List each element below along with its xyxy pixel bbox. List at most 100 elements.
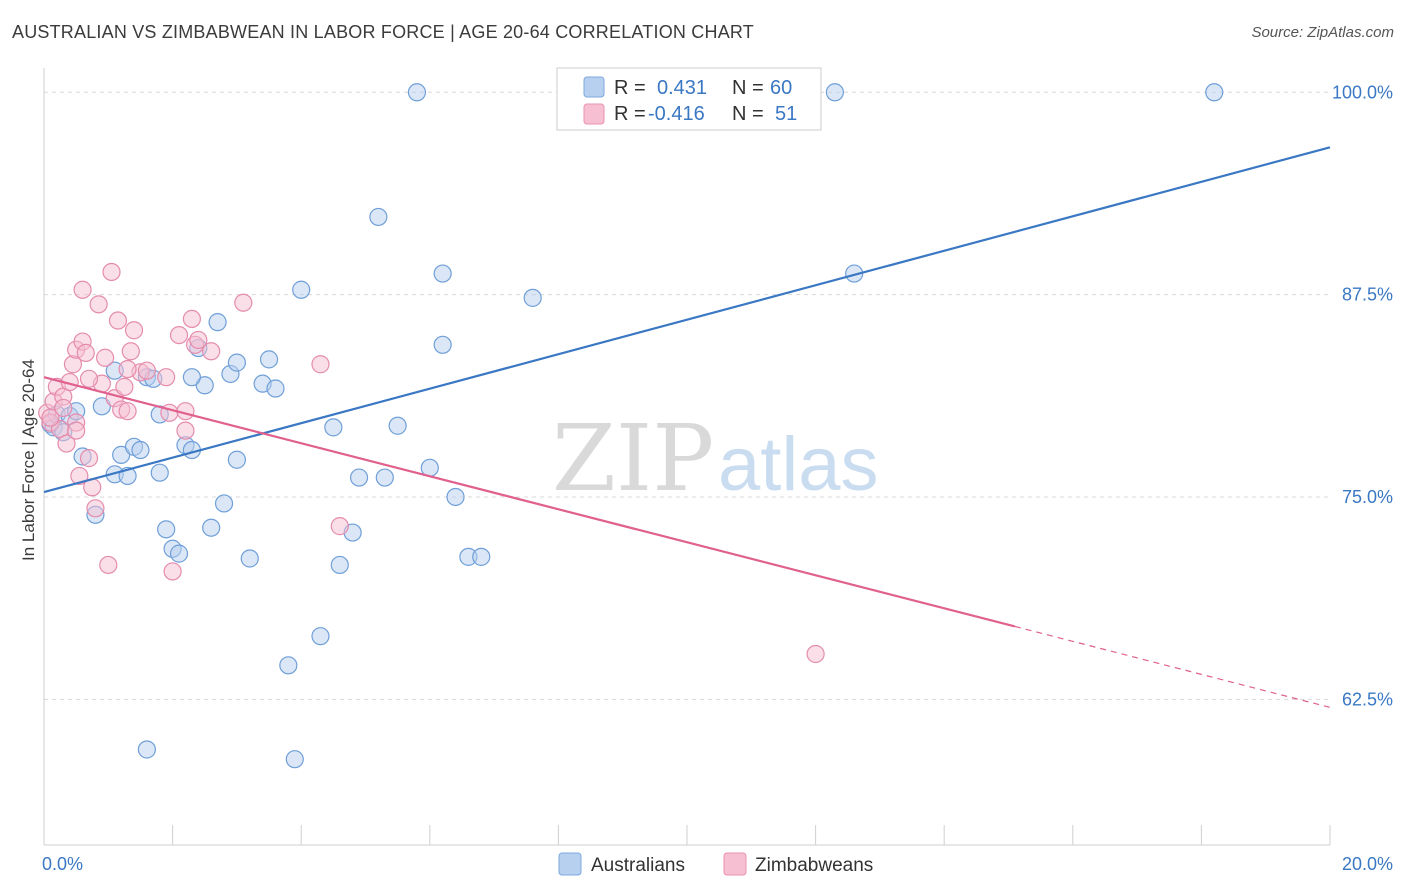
zimbabwean-point bbox=[79, 449, 99, 468]
australian-point bbox=[150, 463, 169, 482]
zimbabwean-point bbox=[124, 321, 144, 340]
australian-point bbox=[157, 520, 176, 539]
australian-point bbox=[131, 440, 150, 460]
zimbabwean-point bbox=[806, 644, 825, 664]
australian-point bbox=[446, 487, 465, 507]
zimbabwean-point bbox=[234, 293, 253, 312]
zimbabwean-point bbox=[54, 398, 73, 418]
bottom-legend-swatch-australians bbox=[558, 852, 582, 876]
australian-point bbox=[369, 207, 388, 227]
zimbabwean-point bbox=[121, 342, 140, 361]
zimbabwean-point bbox=[157, 368, 176, 387]
zimbabwean-point bbox=[176, 421, 195, 440]
australian-point bbox=[227, 353, 246, 372]
australian-point bbox=[433, 264, 452, 283]
x-tick-labels: 0.0% 20.0% bbox=[42, 854, 1393, 874]
zimbabwean-point bbox=[118, 402, 137, 421]
zimbabwean-point bbox=[137, 361, 156, 380]
axes bbox=[43, 68, 1331, 846]
y-tick-label: 87.5% bbox=[1342, 285, 1393, 305]
bottom-legend-zimbabweans: Zimbabweans bbox=[755, 855, 873, 876]
australian-point bbox=[112, 445, 131, 464]
legend: R = 0.431 N = 60 R = -0.416 N = 51 bbox=[556, 67, 822, 131]
australian-point bbox=[388, 416, 407, 435]
source-credit: Source: ZipAtlas.com bbox=[1251, 24, 1394, 41]
legend-n-label: N = bbox=[732, 103, 764, 125]
trend-lines bbox=[43, 146, 1331, 708]
australian-point bbox=[195, 376, 214, 395]
australian-point bbox=[375, 468, 394, 487]
australian-point bbox=[407, 83, 427, 102]
zimbabwean-point bbox=[73, 280, 92, 299]
legend-swatch-blue bbox=[583, 76, 605, 98]
bottom-legend-australians: Australians bbox=[591, 855, 685, 876]
zimbabwean-trend-extension bbox=[1014, 625, 1331, 708]
zimbabwean-point bbox=[330, 517, 349, 536]
australian-point bbox=[259, 350, 279, 369]
australian-trend-line bbox=[43, 146, 1331, 494]
australian-point bbox=[182, 368, 201, 387]
australian-point bbox=[208, 313, 227, 332]
australian-point bbox=[92, 397, 111, 416]
chart-title: AUSTRALIAN VS ZIMBABWEAN IN LABOR FORCE … bbox=[12, 22, 754, 42]
zimbabwean-point bbox=[76, 343, 95, 362]
y-tick-label: 62.5% bbox=[1342, 689, 1393, 709]
australian-point bbox=[202, 518, 221, 537]
australian-point bbox=[285, 750, 304, 769]
watermark: ZIP atlas bbox=[552, 405, 879, 512]
legend-r-value: 0.431 bbox=[657, 77, 707, 99]
zimbabwean-point bbox=[115, 377, 134, 396]
zimbabwean-point bbox=[311, 355, 330, 374]
data-points bbox=[38, 83, 1224, 769]
zimbabwean-point bbox=[108, 311, 128, 330]
y-tick-labels: 62.5% 75.0% 87.5% 100.0% bbox=[1332, 82, 1393, 709]
zimbabwean-point bbox=[86, 499, 105, 518]
zimbabwean-point bbox=[41, 408, 60, 427]
watermark-atlas: atlas bbox=[718, 422, 879, 507]
legend-n-value: 60 bbox=[770, 77, 792, 99]
y-tick-label: 75.0% bbox=[1342, 487, 1393, 507]
legend-r-label: R = bbox=[614, 103, 646, 125]
australian-point bbox=[266, 379, 285, 398]
australian-point bbox=[279, 656, 298, 675]
australian-point bbox=[214, 494, 234, 513]
australian-point bbox=[311, 627, 330, 646]
y-tick-label: 100.0% bbox=[1332, 82, 1393, 102]
bottom-legend-swatch-zimbabweans bbox=[723, 852, 747, 876]
zimbabwean-point bbox=[95, 348, 115, 367]
legend-swatch-pink bbox=[583, 103, 605, 125]
legend-r-label: R = bbox=[614, 77, 646, 99]
zimbabwean-point bbox=[118, 359, 137, 379]
australian-point bbox=[523, 288, 542, 307]
zimbabwean-point bbox=[79, 369, 99, 388]
bottom-legend: Australians Zimbabweans bbox=[558, 852, 873, 876]
australian-point bbox=[1205, 83, 1224, 102]
zimbabwean-point bbox=[102, 262, 121, 282]
australian-point bbox=[240, 549, 259, 568]
zimbabwean-point bbox=[99, 555, 118, 575]
zimbabwean-point bbox=[89, 295, 108, 314]
legend-n-value: 51 bbox=[775, 103, 797, 125]
australian-point bbox=[472, 547, 491, 566]
australian-point bbox=[825, 83, 844, 102]
x-tick-label: 20.0% bbox=[1342, 854, 1393, 874]
legend-r-value: -0.416 bbox=[648, 103, 705, 125]
australian-point bbox=[292, 280, 311, 299]
zimbabwean-point bbox=[67, 421, 86, 440]
y-axis-label: In Labor Force | Age 20-64 bbox=[19, 359, 38, 561]
zimbabwean-point bbox=[70, 466, 89, 486]
australian-point bbox=[169, 544, 189, 563]
australian-point bbox=[349, 468, 369, 487]
zimbabwean-trend-line bbox=[43, 376, 1016, 628]
x-tick-label: 0.0% bbox=[42, 854, 83, 874]
zimbabwean-point bbox=[57, 434, 76, 453]
australian-point bbox=[137, 740, 156, 759]
zimbabwean-point bbox=[189, 330, 208, 350]
legend-n-label: N = bbox=[732, 77, 764, 99]
grid-lines bbox=[44, 91, 1330, 700]
zimbabwean-point bbox=[169, 325, 189, 345]
australian-point bbox=[433, 335, 452, 354]
australian-point bbox=[324, 418, 343, 437]
zimbabwean-point bbox=[202, 342, 221, 361]
